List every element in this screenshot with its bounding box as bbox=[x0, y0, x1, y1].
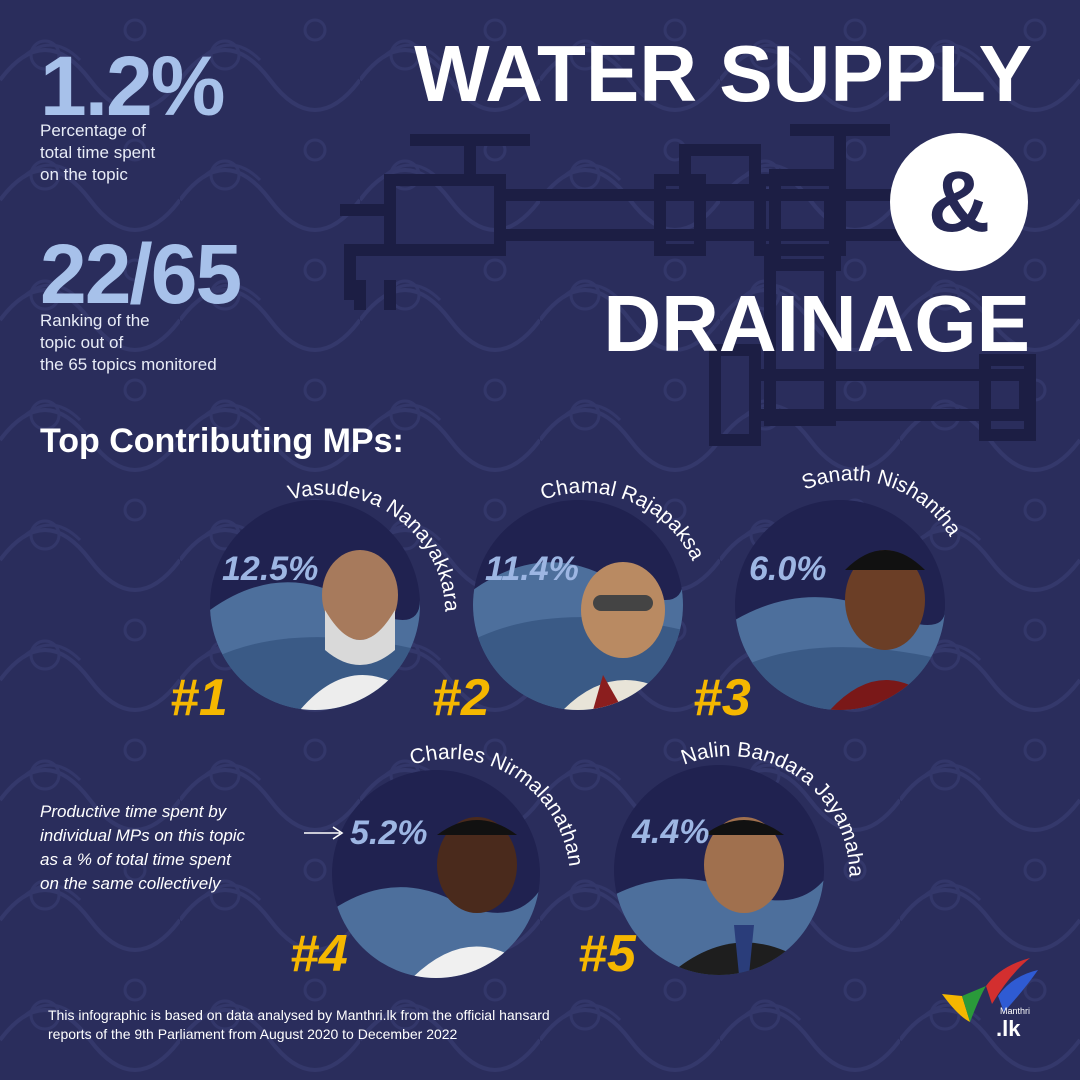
svg-text:Chamal Rajapaksa: Chamal Rajapaksa bbox=[538, 474, 709, 564]
mp-name: Vasudeva Nanayakkara bbox=[285, 477, 463, 613]
mp-card-1: 12.5% bbox=[210, 500, 420, 710]
topic-time-description: Percentage of total time spent on the to… bbox=[40, 121, 156, 184]
logo-brand: Manthri bbox=[1000, 1006, 1031, 1016]
mp-photo-icon bbox=[300, 550, 420, 710]
mp-name: Charles Nirmalanathan bbox=[407, 741, 587, 868]
mp-name-arc: Chamal Rajapaksa bbox=[538, 474, 709, 564]
manthri-logo: Manthri .lk bbox=[940, 956, 1044, 1046]
mp-disc bbox=[614, 765, 824, 975]
mp-card-2: 11.4% bbox=[473, 500, 683, 710]
svg-text:Vasudeva Nanayakkara: Vasudeva Nanayakkara bbox=[285, 477, 463, 613]
mp-rank: #4 bbox=[290, 925, 348, 983]
svg-text:Nalin Bandara Jayamaha: Nalin Bandara Jayamaha bbox=[678, 738, 867, 878]
svg-text:Charles Nirmalanathan: Charles Nirmalanathan bbox=[407, 741, 587, 868]
section-heading: Top Contributing MPs: bbox=[40, 422, 404, 460]
mp-percentage: 12.5% bbox=[222, 550, 319, 588]
mp-percentage: 4.4% bbox=[632, 813, 710, 851]
mp-name: Sanath Nishantha bbox=[799, 462, 966, 540]
mp-rank: #2 bbox=[432, 669, 490, 727]
mp-rank: #3 bbox=[693, 669, 751, 727]
ampersand-text: & bbox=[927, 153, 991, 250]
explanatory-note: Productive time spent by individual MPs … bbox=[40, 802, 246, 893]
ampersand-badge: & bbox=[890, 133, 1028, 271]
mp-rank: #5 bbox=[578, 925, 636, 983]
mp-name: Chamal Rajapaksa bbox=[538, 474, 709, 564]
topic-time-percentage: 1.2% bbox=[40, 39, 225, 133]
arrow-right-icon bbox=[304, 826, 344, 840]
mp-disc bbox=[473, 500, 683, 710]
mp-photo-icon bbox=[412, 817, 540, 978]
mp-name-arc: Nalin Bandara Jayamaha bbox=[678, 738, 867, 878]
mp-percentage: 11.4% bbox=[485, 550, 579, 588]
mp-disc bbox=[332, 770, 540, 978]
mp-disc bbox=[210, 500, 420, 710]
topic-ranking-description: Ranking of the topic out of the 65 topic… bbox=[40, 311, 217, 374]
mp-percentage: 5.2% bbox=[350, 814, 428, 852]
title-water-supply: WATER SUPPLY bbox=[414, 29, 1032, 118]
topic-ranking: 22/65 bbox=[40, 227, 242, 321]
mp-name: Nalin Bandara Jayamaha bbox=[678, 738, 867, 878]
mp-photo-icon bbox=[563, 562, 683, 710]
mp-percentage: 6.0% bbox=[749, 550, 827, 588]
title-drainage: DRAINAGE bbox=[603, 279, 1030, 368]
mp-name-arc: Vasudeva Nanayakkara bbox=[285, 477, 463, 613]
mp-name-arc: Sanath Nishantha bbox=[799, 462, 966, 540]
mp-card-5: 4.4% bbox=[614, 765, 824, 975]
logo-domain: .lk bbox=[996, 1016, 1021, 1041]
mp-card-3: 6.0% bbox=[735, 500, 945, 710]
footer-source: This infographic is based on data analys… bbox=[48, 1007, 550, 1042]
mp-photo-icon bbox=[669, 817, 824, 975]
svg-text:Sanath Nishantha: Sanath Nishantha bbox=[799, 462, 966, 540]
mp-card-4: 5.2% bbox=[332, 770, 540, 978]
mp-name-arc: Charles Nirmalanathan bbox=[407, 741, 587, 868]
mp-disc bbox=[735, 500, 945, 710]
mp-photo-icon bbox=[830, 550, 945, 710]
logo-mark-icon bbox=[942, 958, 1038, 1022]
mp-rank: #1 bbox=[170, 669, 228, 727]
water-pipe-icon bbox=[340, 124, 1036, 446]
